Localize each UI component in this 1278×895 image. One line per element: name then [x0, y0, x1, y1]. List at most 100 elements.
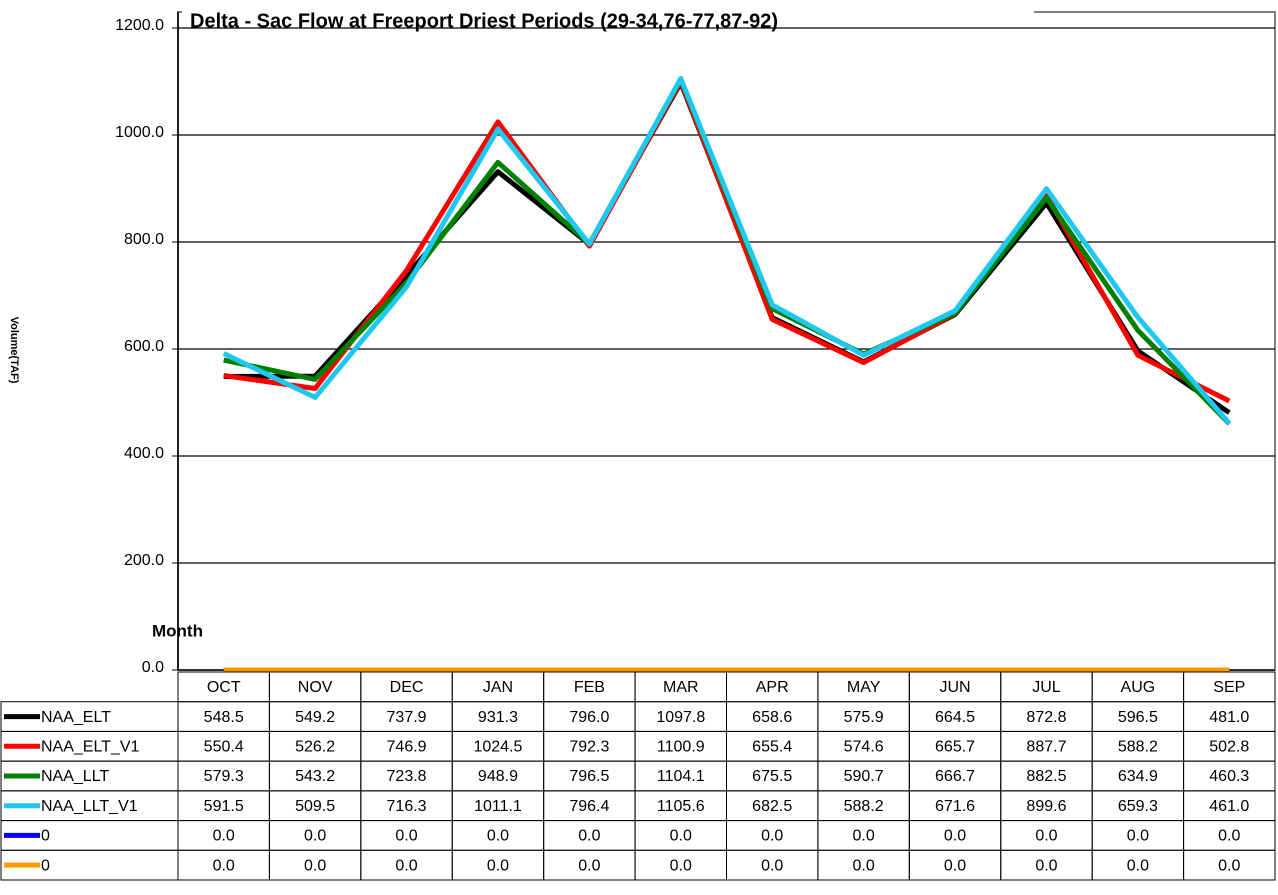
table-value: 0.0: [578, 828, 600, 845]
table-value: 666.7: [935, 768, 975, 785]
table-value: 723.8: [387, 768, 427, 785]
table-value: 671.6: [935, 798, 975, 815]
series-line: [222, 76, 1232, 425]
table-value: 658.6: [752, 709, 792, 726]
table-value: 502.8: [1209, 739, 1249, 756]
table-value: 0.0: [1127, 857, 1149, 874]
x-tick-label: MAR: [663, 679, 699, 696]
y-tick-label: 800.0: [124, 231, 164, 248]
y-tick-label: 400.0: [124, 445, 164, 462]
legend-label: NAA_LLT_V1: [41, 798, 138, 815]
table-value: 0.0: [853, 857, 875, 874]
table-value: 796.5: [569, 768, 609, 785]
table-value: 550.4: [204, 739, 244, 756]
table-value: 0.0: [213, 857, 235, 874]
table-value: 0.0: [213, 828, 235, 845]
table-value: 0.0: [1218, 828, 1240, 845]
table-value: 634.9: [1118, 768, 1158, 785]
x-tick-label: DEC: [390, 679, 424, 696]
table-value: 746.9: [387, 739, 427, 756]
x-tick-label: JAN: [483, 679, 513, 696]
table-value: 460.3: [1209, 768, 1249, 785]
table-value: 0.0: [670, 828, 692, 845]
table-value: 659.3: [1118, 798, 1158, 815]
table-value: 1105.6: [657, 798, 705, 815]
y-tick-label: 200.0: [124, 552, 164, 569]
table-value: 882.5: [1026, 768, 1066, 785]
y-tick-label: 1000.0: [115, 124, 164, 141]
table-value: 461.0: [1209, 798, 1249, 815]
table-cell: [1183, 849, 1276, 881]
plot-frame: [177, 11, 1276, 671]
table-value: 575.9: [844, 709, 884, 726]
table-value: 0.0: [487, 857, 509, 874]
x-tick-label: SEP: [1213, 679, 1245, 696]
table-value: 0.0: [944, 857, 966, 874]
table-value: 899.6: [1026, 798, 1066, 815]
table-value: 574.6: [844, 739, 884, 756]
x-tick-label: JUN: [939, 679, 970, 696]
table-value: 931.3: [478, 709, 518, 726]
table-value: 588.2: [1118, 739, 1158, 756]
table-value: 591.5: [204, 798, 244, 815]
table-value: 1104.1: [657, 768, 705, 785]
table-value: 0.0: [395, 857, 417, 874]
table-value: 0.0: [487, 828, 509, 845]
legend-label: 0: [41, 857, 50, 874]
legend-label: NAA_LLT: [41, 768, 109, 785]
table-value: 716.3: [387, 798, 427, 815]
table-value: 675.5: [752, 768, 792, 785]
table-value: 796.4: [569, 798, 609, 815]
table-value: 0.0: [761, 857, 783, 874]
x-tick-label: MAY: [847, 679, 881, 696]
table-value: 588.2: [844, 798, 884, 815]
x-tick-label: JUL: [1032, 679, 1061, 696]
table-value: 792.3: [569, 739, 609, 756]
table-value: 1100.9: [657, 739, 705, 756]
table-value: 796.0: [569, 709, 609, 726]
table-value: 887.7: [1026, 739, 1066, 756]
legend-label: NAA_ELT: [41, 709, 111, 726]
table-value: 655.4: [752, 739, 792, 756]
y-tick-label: 0.0: [142, 659, 164, 676]
x-tick-label: FEB: [574, 679, 605, 696]
table-value: 0.0: [304, 857, 326, 874]
table-value: 481.0: [1209, 709, 1249, 726]
x-tick-label: APR: [756, 679, 789, 696]
table-value: 0.0: [944, 828, 966, 845]
table-value: 0.0: [761, 828, 783, 845]
table-value: 509.5: [295, 798, 335, 815]
table-value: 1011.1: [474, 798, 522, 815]
legend-label: 0: [41, 828, 50, 845]
table-value: 0.0: [670, 857, 692, 874]
table-value: 948.9: [478, 768, 518, 785]
table-value: 0.0: [395, 828, 417, 845]
table-value: 0.0: [304, 828, 326, 845]
table-value: 549.2: [295, 709, 335, 726]
table-value: 665.7: [935, 739, 975, 756]
y-tick-label: 1200.0: [115, 17, 164, 34]
x-tick-label: OCT: [207, 679, 241, 696]
table-value: 596.5: [1118, 709, 1158, 726]
table-value: 664.5: [935, 709, 975, 726]
x-tick-label: AUG: [1121, 679, 1156, 696]
table-value: 872.8: [1026, 709, 1066, 726]
table-value: 548.5: [204, 709, 244, 726]
table-value: 1024.5: [473, 739, 522, 756]
table-value: 526.2: [295, 739, 335, 756]
title-backdrop: [182, 4, 1034, 22]
legend-label: NAA_ELT_V1: [41, 739, 140, 756]
table-value: 579.3: [204, 768, 244, 785]
x-tick-label: NOV: [298, 679, 333, 696]
y-axis-label: Volume(TAF): [8, 317, 20, 384]
table-value: 0.0: [578, 857, 600, 874]
table-value: 0.0: [1127, 828, 1149, 845]
table-value: 590.7: [844, 768, 884, 785]
chart-title: Delta - Sac Flow at Freeport Driest Peri…: [190, 10, 778, 32]
table-value: 0.0: [1218, 857, 1240, 874]
table-value: 0.0: [853, 828, 875, 845]
table-value: 0.0: [1035, 828, 1057, 845]
y-tick-label: 600.0: [124, 338, 164, 355]
table-value: 682.5: [752, 798, 792, 815]
